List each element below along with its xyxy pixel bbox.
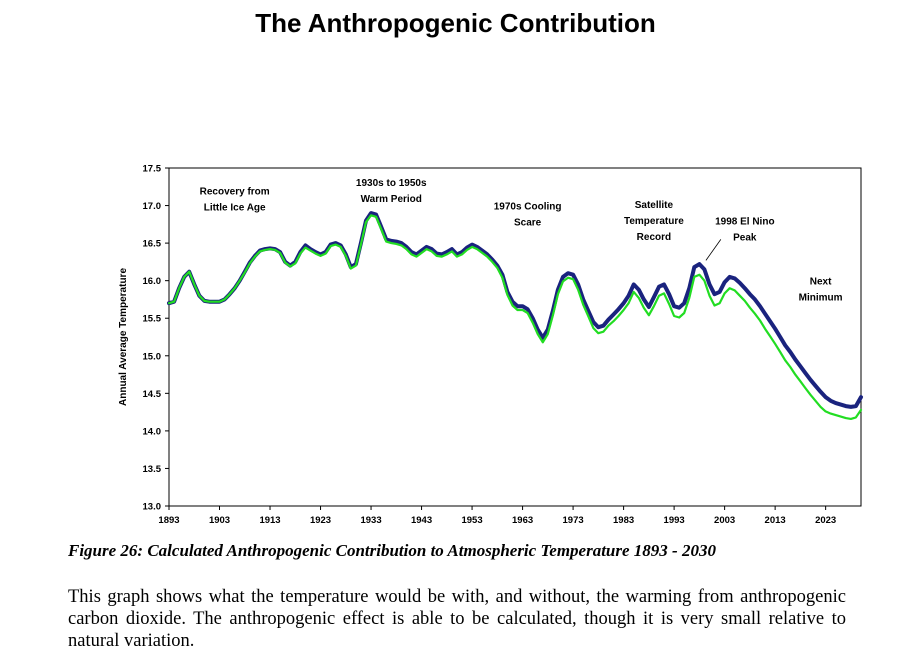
x-tick-label: 1973 bbox=[563, 515, 584, 526]
x-tick-label: 1943 bbox=[411, 515, 432, 526]
annotation-text: Satellite bbox=[635, 200, 674, 211]
series-line-2 bbox=[167, 214, 863, 420]
annotation: 1930s to 1950s Warm Period bbox=[356, 178, 427, 205]
temperature-chart: 13.0 13.5 14.0 14.5 15.0 15.5 16.0 16.5 17.0 17.5… bbox=[118, 164, 863, 526]
annotation-text: Scare bbox=[514, 217, 542, 228]
annotation-text: Minimum bbox=[799, 292, 843, 303]
plot-frame bbox=[168, 167, 862, 507]
annotation-text: Recovery from bbox=[200, 186, 270, 197]
y-tick-label: 16.5 bbox=[143, 239, 162, 250]
x-tick-label: 2003 bbox=[714, 515, 735, 526]
y-axis-label: Annual Average Temperature bbox=[118, 268, 129, 406]
annotation: Recovery from Little Ice Age bbox=[200, 186, 270, 213]
x-tick-label: 1893 bbox=[158, 515, 179, 526]
y-tick-label: 14.5 bbox=[143, 389, 162, 400]
x-tick-label: 2023 bbox=[815, 515, 836, 526]
annotation-text: Little Ice Age bbox=[204, 202, 266, 213]
chart-axes: 13.0 13.5 14.0 14.5 15.0 15.5 16.0 16.5 17.0 17.5… bbox=[118, 164, 862, 526]
x-tick-label: 1913 bbox=[259, 515, 280, 526]
series-line-1 bbox=[167, 211, 863, 409]
annotation: 1998 El Nino Peak bbox=[715, 216, 774, 243]
x-tick-label: 1993 bbox=[664, 515, 685, 526]
page-title: The Anthropogenic Contribution bbox=[255, 8, 656, 38]
body-paragraph: This graph shows what the temperature wo… bbox=[68, 587, 846, 651]
x-tick-label: 1903 bbox=[209, 515, 230, 526]
x-tick-label: 1933 bbox=[360, 515, 381, 526]
x-tick-label: 1923 bbox=[310, 515, 331, 526]
y-tick-label: 17.5 bbox=[143, 164, 162, 175]
annotation: Next Minimum bbox=[799, 276, 843, 303]
y-tick-label: 15.0 bbox=[143, 351, 162, 362]
annotation-text: 1930s to 1950s bbox=[356, 178, 427, 189]
y-tick-label: 17.0 bbox=[143, 201, 162, 212]
y-tick-label: 14.0 bbox=[143, 426, 162, 437]
y-tick-label: 15.5 bbox=[143, 314, 162, 325]
annotation-text: Record bbox=[637, 232, 671, 243]
chart-series bbox=[167, 211, 863, 420]
figure-caption: Figure 26: Calculated Anthropogenic Cont… bbox=[68, 541, 716, 560]
annotation-text: 1970s Cooling bbox=[494, 201, 562, 212]
x-tick-label: 1983 bbox=[613, 515, 634, 526]
annotation-text: Warm Period bbox=[361, 194, 422, 205]
y-tick-label: 13.0 bbox=[143, 502, 162, 513]
annotation-text: 1998 El Nino bbox=[715, 216, 774, 227]
x-tick-label: 1963 bbox=[512, 515, 533, 526]
x-tick-label: 2013 bbox=[765, 515, 786, 526]
annotation: Satellite Temperature Record bbox=[624, 200, 684, 243]
annotation-text: Peak bbox=[733, 232, 757, 243]
y-tick-label: 13.5 bbox=[143, 464, 162, 475]
annotation: 1970s Cooling Scare bbox=[494, 201, 562, 228]
x-tick-label: 1953 bbox=[461, 515, 482, 526]
chart-annotations: Recovery from Little Ice Age 1930s to 1950… bbox=[200, 178, 843, 303]
annotation-text: Next bbox=[810, 276, 832, 287]
y-tick-label: 16.0 bbox=[143, 276, 162, 287]
annotation-pointer bbox=[705, 239, 722, 261]
annotation-text: Temperature bbox=[624, 216, 684, 227]
